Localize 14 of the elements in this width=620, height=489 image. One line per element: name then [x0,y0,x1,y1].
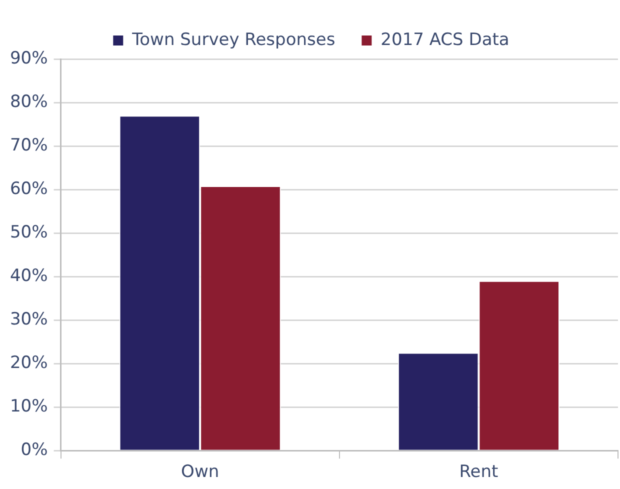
legend-label: Town Survey Responses [131,30,336,50]
y-tick-label: 20% [10,353,48,373]
legend-label: 2017 ACS Data [380,30,510,50]
y-tick-label: 40% [10,266,48,286]
y-tick-label: 80% [10,92,48,112]
x-tick-label: Rent [459,462,498,482]
y-tick-label: 10% [10,396,48,417]
y-tick-label: 0% [20,440,48,460]
y-tick-label: 90% [10,48,48,68]
y-tick-label: 30% [10,309,48,330]
y-tick-label: 70% [10,135,48,156]
x-tick-label: Own [181,462,220,482]
y-tick-label: 60% [10,178,48,199]
y-tick-label: 50% [10,222,48,242]
